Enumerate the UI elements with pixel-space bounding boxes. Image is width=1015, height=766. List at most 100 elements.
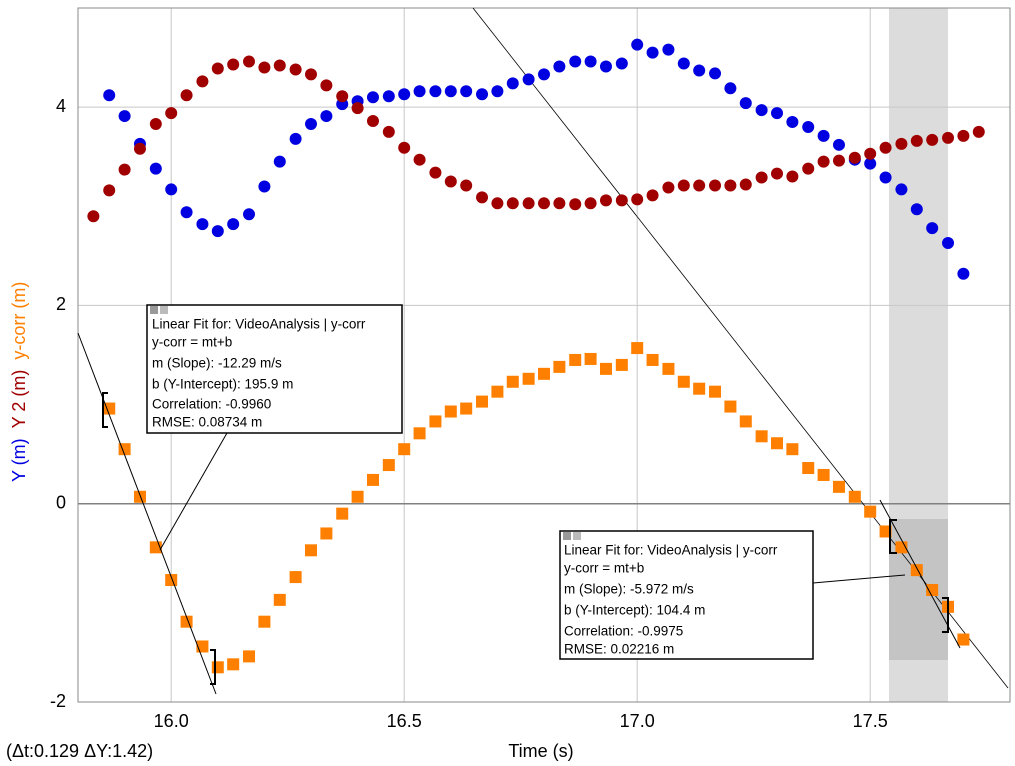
close-icon[interactable] <box>563 532 571 540</box>
data-point <box>305 117 317 130</box>
data-point <box>848 151 861 164</box>
data-point <box>476 395 489 408</box>
data-point <box>631 38 644 51</box>
data-point <box>910 564 923 577</box>
data-point <box>864 147 877 160</box>
data-point <box>444 85 457 98</box>
fit-box: Linear Fit for: VideoAnalysis | y-corr y… <box>146 304 403 434</box>
data-point <box>646 189 659 202</box>
data-point <box>709 179 722 192</box>
data-point <box>273 155 286 168</box>
data-point <box>506 197 519 210</box>
data-point <box>817 155 830 168</box>
data-point <box>522 372 535 385</box>
data-point <box>133 490 146 503</box>
data-point <box>615 358 628 371</box>
data-point <box>693 64 706 77</box>
data-point <box>491 197 504 210</box>
data-point <box>444 405 457 418</box>
fit-connector <box>812 574 906 584</box>
fit-box: Linear Fit for: VideoAnalysis | y-corr y… <box>559 530 814 660</box>
data-point <box>476 191 489 204</box>
data-point <box>569 198 582 211</box>
data-point <box>864 505 877 518</box>
data-point <box>553 197 566 210</box>
y-tick-label: 0 <box>56 492 66 512</box>
data-point <box>476 88 489 101</box>
data-point <box>133 142 146 155</box>
y-tick-label: -2 <box>50 691 66 711</box>
x-tick-label: 17.5 <box>853 711 888 731</box>
data-point <box>786 116 799 129</box>
fit-line-text: y-corr = mt+b <box>564 561 644 576</box>
data-point <box>739 97 752 110</box>
data-point <box>646 46 659 59</box>
data-point <box>196 75 209 88</box>
data-point <box>615 194 628 207</box>
data-point <box>273 593 286 606</box>
data-point <box>491 85 504 98</box>
data-point <box>243 208 256 221</box>
menu-icon[interactable] <box>160 306 168 314</box>
data-point <box>149 162 162 175</box>
data-point <box>739 415 752 428</box>
data-point <box>289 132 302 145</box>
y-axis-title: Y (m) Y 2 (m) y-corr (m) <box>9 282 29 482</box>
y-tick-label: 4 <box>56 96 66 116</box>
data-point <box>910 134 923 147</box>
data-point <box>693 382 706 395</box>
fit-title: Linear Fit for: VideoAnalysis | y-corr <box>564 543 778 558</box>
data-point <box>460 85 473 98</box>
data-point <box>227 658 240 671</box>
plot-frame <box>77 7 1011 703</box>
data-point <box>972 125 985 138</box>
data-point <box>413 85 426 98</box>
fit-line-text: y-corr = mt+b <box>152 335 232 350</box>
fit-line-text: RMSE: 0.02216 m <box>564 642 674 657</box>
data-point <box>382 90 395 103</box>
data-point <box>724 82 737 95</box>
data-point <box>724 179 737 192</box>
data-point <box>817 468 830 481</box>
data-point <box>180 89 193 102</box>
data-point <box>538 367 550 380</box>
legend-entry: y-corr (m) <box>9 282 29 360</box>
legend-entry: Y 2 (m) <box>9 370 29 429</box>
data-point <box>599 60 612 73</box>
data-point <box>243 55 256 68</box>
data-point <box>724 400 737 413</box>
close-icon[interactable] <box>150 306 158 314</box>
data-point <box>942 131 955 144</box>
data-point <box>817 129 830 142</box>
data-point <box>398 443 411 456</box>
data-point <box>646 353 659 366</box>
grid <box>78 8 1010 703</box>
data-point <box>165 107 178 120</box>
data-point <box>755 104 768 117</box>
data-point <box>802 162 815 175</box>
menu-icon[interactable] <box>573 532 581 540</box>
fit-line-text: Correlation: -0.9975 <box>564 624 683 639</box>
data-point <box>336 507 349 520</box>
data-point <box>118 163 131 176</box>
fit-region <box>889 519 948 660</box>
data-point <box>879 171 892 184</box>
data-point <box>553 360 566 373</box>
data-point <box>211 225 224 238</box>
data-point <box>320 527 333 540</box>
data-point <box>709 385 722 398</box>
data-point <box>506 375 519 388</box>
fit-line-text: RMSE: 0.08734 m <box>152 415 262 430</box>
data-point <box>336 90 349 103</box>
fit-line-text: m (Slope): -12.29 m/s <box>152 356 282 371</box>
data-point <box>491 385 504 398</box>
data-point <box>569 353 582 366</box>
data-point <box>165 574 178 587</box>
data-point <box>910 203 923 216</box>
data-point <box>429 85 442 98</box>
fit-line-text: b (Y-Intercept): 104.4 m <box>564 603 705 618</box>
data-point <box>289 63 302 76</box>
data-point <box>584 55 597 68</box>
data-point <box>258 615 271 628</box>
